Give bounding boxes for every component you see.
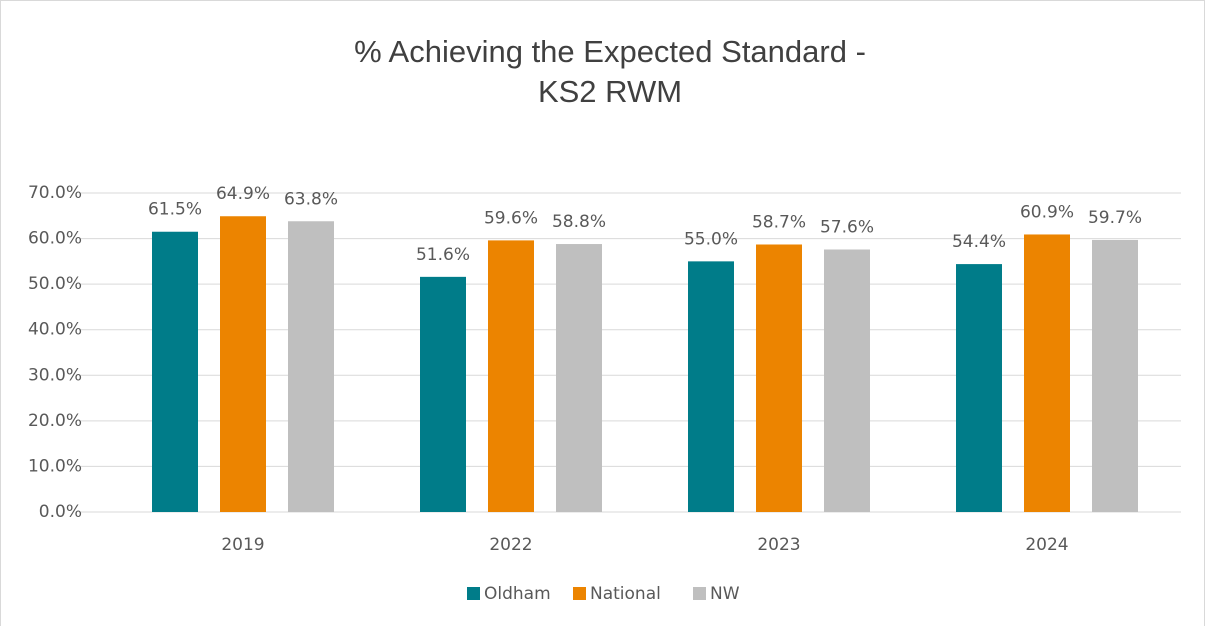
value-label: 58.7% — [752, 212, 806, 232]
legend-label: Oldham — [484, 584, 551, 604]
y-tick-label: 0.0% — [39, 502, 82, 522]
x-tick-label: 2024 — [1025, 535, 1068, 555]
value-label: 64.9% — [216, 184, 270, 204]
value-label: 54.4% — [952, 232, 1006, 252]
bar — [688, 261, 734, 512]
y-tick-label: 30.0% — [28, 365, 82, 385]
chart-title: % Achieving the Expected Standard - — [354, 34, 866, 69]
y-tick-label: 10.0% — [28, 456, 82, 476]
legend-label: NW — [710, 584, 740, 604]
y-tick-label: 40.0% — [28, 320, 82, 340]
bar — [488, 240, 534, 512]
legend-label: National — [590, 584, 661, 604]
value-label: 55.0% — [684, 229, 738, 249]
value-label: 58.8% — [552, 212, 606, 232]
bar — [420, 276, 466, 512]
bar — [152, 231, 198, 512]
bar — [1092, 239, 1138, 512]
value-label: 57.6% — [820, 218, 874, 238]
legend-swatch — [467, 587, 480, 600]
y-tick-label: 20.0% — [28, 411, 82, 431]
value-label: 61.5% — [148, 200, 202, 220]
x-tick-label: 2019 — [221, 535, 264, 555]
y-tick-label: 70.0% — [28, 183, 82, 203]
x-tick-label: 2022 — [489, 535, 532, 555]
legend-swatch — [573, 587, 586, 600]
x-tick-label: 2023 — [757, 535, 800, 555]
bar — [220, 216, 266, 512]
value-label: 60.9% — [1020, 202, 1074, 222]
y-tick-label: 60.0% — [28, 229, 82, 249]
bar — [824, 249, 870, 512]
value-label: 59.7% — [1088, 208, 1142, 228]
bar — [288, 221, 334, 513]
y-tick-label: 50.0% — [28, 274, 82, 294]
value-label: 59.6% — [484, 208, 538, 228]
legend-swatch — [693, 587, 706, 600]
chart-title: KS2 RWM — [538, 74, 682, 109]
value-label: 51.6% — [416, 245, 470, 265]
bar — [956, 264, 1002, 512]
bar — [756, 244, 802, 512]
bar — [1024, 234, 1070, 512]
value-label: 63.8% — [284, 189, 338, 209]
bar — [556, 244, 602, 513]
